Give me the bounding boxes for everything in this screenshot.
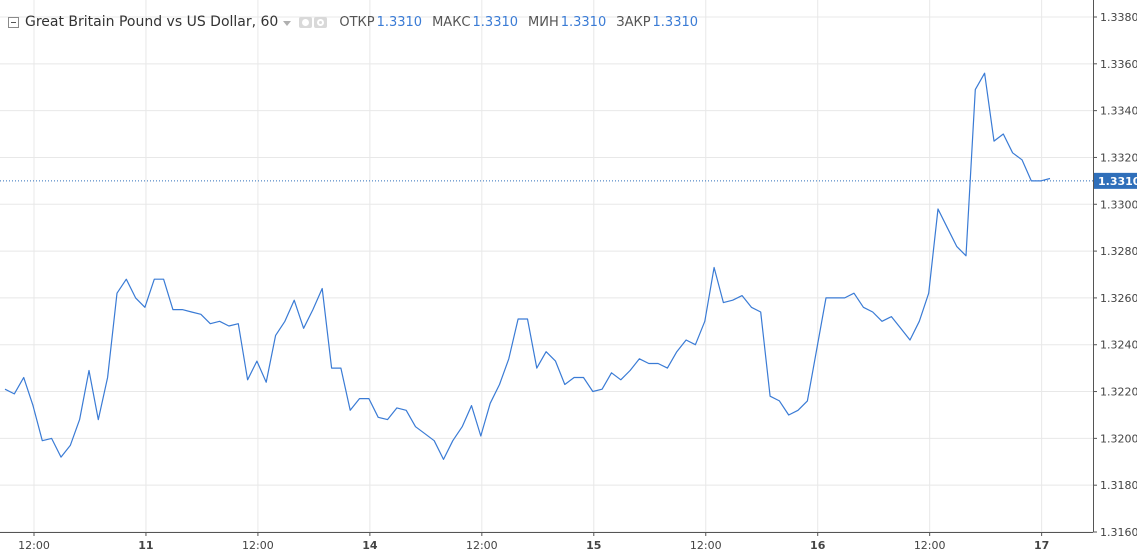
collapse-icon[interactable] (8, 16, 19, 28)
x-tick-label: 11 (138, 539, 153, 552)
last-price-layer: 1.3310 (1094, 172, 1137, 189)
eye-icon[interactable] (299, 16, 313, 28)
chart-legend: Great Britain Pound vs US Dollar, 60 ОТК… (8, 14, 698, 30)
x-tick-label: 15 (586, 539, 601, 552)
x-tick-label: 14 (362, 539, 378, 552)
close-value: 1.3310 (652, 14, 699, 30)
chevron-down-icon[interactable] (283, 20, 292, 26)
high-label: МАКС (432, 14, 471, 30)
y-tick-label: 1.3260 (1100, 292, 1137, 305)
y-tick-label: 1.3220 (1100, 386, 1137, 399)
tick-labels: 1.3160 1.3180 1.3200 1.3220 1.3240 1.3260 1.32… (18, 11, 1137, 552)
symbol-title[interactable]: Great Britain Pound vs US Dollar, 60 (25, 14, 279, 30)
low-label: МИН (528, 14, 559, 30)
close-label: ЗАКР (616, 14, 651, 30)
last-price-label: 1.3310 (1098, 175, 1137, 188)
gear-icon[interactable] (314, 16, 328, 28)
x-tick-label: 12:00 (18, 539, 50, 552)
open-label: ОТКР (339, 14, 375, 30)
axes (0, 0, 1097, 536)
y-tick-label: 1.3240 (1100, 339, 1137, 352)
y-tick-label: 1.3280 (1100, 245, 1137, 258)
x-tick-label: 17 (1034, 539, 1049, 552)
y-tick-label: 1.3300 (1100, 198, 1137, 211)
x-tick-label: 12:00 (914, 539, 946, 552)
y-tick-label: 1.3380 (1100, 11, 1137, 24)
y-tick-label: 1.3320 (1100, 151, 1137, 164)
x-tick-label: 12:00 (242, 539, 274, 552)
high-value: 1.3310 (472, 14, 519, 30)
x-tick-label: 16 (810, 539, 826, 552)
x-tick-label: 12:00 (690, 539, 722, 552)
y-tick-label: 1.3180 (1100, 479, 1137, 492)
grid (0, 0, 1093, 533)
y-tick-label: 1.3340 (1100, 105, 1137, 118)
series-line (4, 72, 1051, 460)
y-tick-label: 1.3160 (1100, 526, 1137, 539)
low-value: 1.3310 (560, 14, 607, 30)
open-value: 1.3310 (376, 14, 423, 30)
x-tick-label: 12:00 (466, 539, 498, 552)
y-tick-label: 1.3200 (1100, 432, 1137, 445)
last-price-badge (1094, 172, 1137, 189)
series-layer (0, 72, 1093, 460)
y-tick-label: 1.3360 (1100, 58, 1137, 71)
